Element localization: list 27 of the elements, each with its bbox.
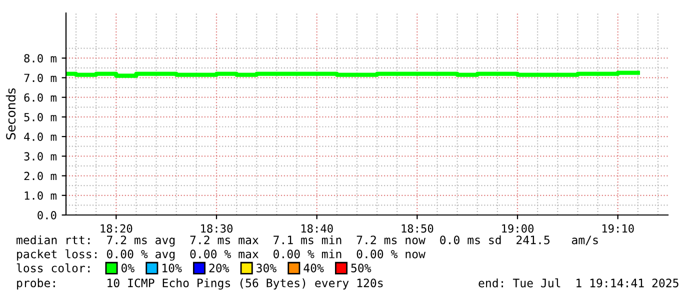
- y-tick-label: 2.0 m: [24, 172, 56, 180]
- text: median rtt: 7.2 ms avg 7.2 ms max 7.1 ms min 7.2 ms now 0.0 ms sd 241.5 am/s: [16, 235, 598, 247]
- x-tick-label: 18:50: [402, 224, 434, 233]
- legend-title: loss color:: [16, 263, 90, 272]
- text: end: Tue Jul 1 19:14:41 2025: [478, 278, 678, 288]
- legend-label: 10%: [162, 264, 182, 272]
- x-tick-label: 19:10: [602, 224, 634, 233]
- text: probe: 10 ICMP Echo Pings (56 Bytes) every 120s: [17, 278, 383, 290]
- y-tick-label: 8.0 m: [24, 54, 56, 63]
- y-tick-label: 0.0: [38, 211, 56, 220]
- text: packet loss: 0.00 % avg 0.00 % max 0.00 % min 0.00 % now: [17, 249, 426, 261]
- y-tick-label: 4.0 m: [24, 132, 56, 141]
- x-tick-label: 19:00: [502, 224, 534, 233]
- y-tick-label: 6.0 m: [24, 93, 56, 102]
- y-axis-title: Seconds: [6, 88, 16, 140]
- legend-label: 40%: [304, 264, 324, 272]
- legend-label: 20%: [209, 264, 230, 272]
- x-tick-label: 18:40: [301, 224, 333, 233]
- legend-label: 0%: [122, 264, 134, 272]
- y-tick-label: 3.0 m: [24, 152, 56, 161]
- y-tick-label: 1.0 m: [24, 191, 56, 200]
- x-tick-label: 18:20: [100, 224, 132, 233]
- y-tick-label: 7.0 m: [24, 74, 56, 82]
- y-tick-label: 5.0 m: [24, 112, 56, 122]
- x-tick-label: 18:30: [201, 224, 233, 233]
- legend-label: 50%: [351, 264, 372, 272]
- legend-label: 30%: [256, 264, 276, 272]
